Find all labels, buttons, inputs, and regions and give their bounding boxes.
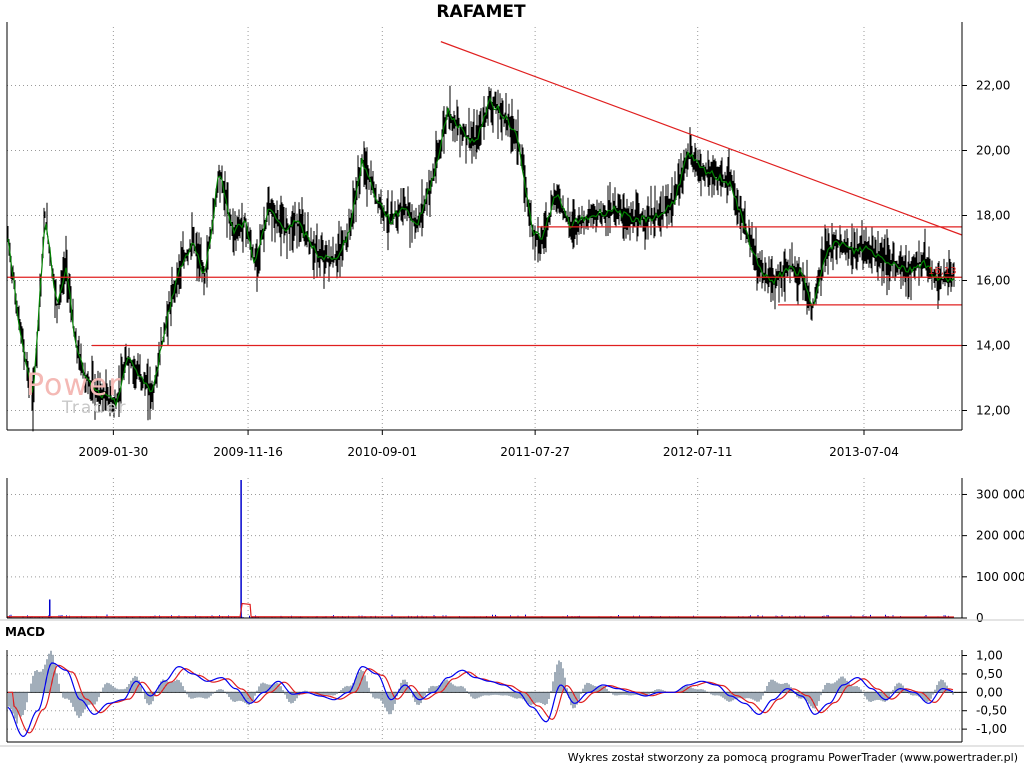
x-tick-label: 2011-07-27 [500,445,570,459]
footer-credit: Wykres został stworzony za pomocą progra… [567,751,1018,764]
volume-panel [7,480,955,618]
price-panel [7,85,955,432]
chart-title: RAFAMET [436,2,526,22]
watermark-power: Power [26,368,122,403]
macd-tick-label: 0,00 [976,685,1003,699]
macd-line [7,662,954,738]
macd-tick-label: 0,50 [976,667,1003,681]
volume-tick-label: 300 000 [976,487,1024,501]
y-tick-label: 22,00 [976,79,1010,93]
volume-tick-label: 0 [976,611,984,625]
volume-tick-label: 100 000 [976,570,1024,584]
y-tick-label: 16,00 [976,274,1010,288]
y-tick-label: 20,00 [976,144,1010,158]
x-tick-label: 2009-01-30 [78,445,148,459]
macd-tick-label: 1,00 [976,649,1003,663]
y-tick-label: 18,00 [976,209,1010,223]
x-tick-label: 2010-09-01 [347,445,417,459]
moving-average-line [7,96,955,408]
annotation-layer [7,41,963,347]
watermark-trader: Trader [62,398,128,418]
axis-layer: 2009-01-30 2009-11-16 2010-09-01 2011-07-27… [0,22,1024,747]
trendline [440,41,963,236]
macd-tick-label: -0,50 [976,704,1007,718]
y-tick-label: 14,00 [976,339,1010,353]
volume-average-line [7,602,955,618]
x-tick-label: 2013-07-04 [829,445,899,459]
x-tick-label: 2012-07-11 [663,445,733,459]
macd-tick-label: -1,00 [976,722,1007,736]
y-tick-label: 12,00 [976,404,1010,418]
macd-panel [7,650,962,738]
x-tick-label: 2009-11-16 [213,445,283,459]
grid-layer [7,27,962,742]
volume-tick-label: 200 000 [976,529,1024,543]
macd-panel-title: MACD [5,625,45,639]
last-value-label: 16,13 [928,266,957,277]
